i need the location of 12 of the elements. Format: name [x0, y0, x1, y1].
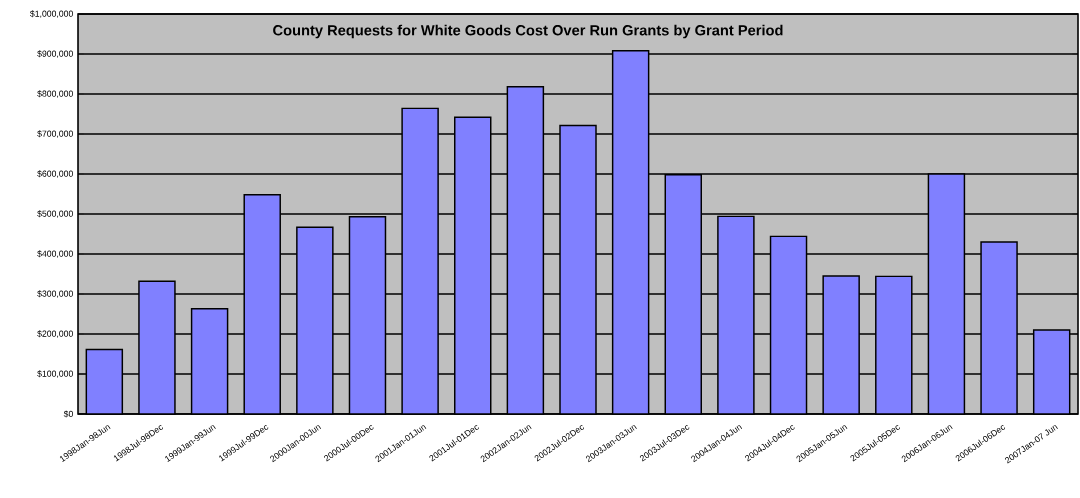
y-tick-label: $0 — [63, 410, 73, 418]
y-tick-label: $300,000 — [37, 290, 73, 298]
y-tick-label: $100,000 — [37, 370, 73, 378]
y-tick-label: $800,000 — [37, 90, 73, 98]
y-tick-label: $200,000 — [37, 330, 73, 338]
y-tick-label: $1,000,000 — [30, 10, 73, 18]
y-tick-label: $400,000 — [37, 250, 73, 258]
y-tick-label: $900,000 — [37, 50, 73, 58]
text: County Requests for White Goods Cost Over Run Grants by Grant Period — [273, 24, 783, 39]
y-tick-label: $700,000 — [37, 130, 73, 138]
y-tick-label: $500,000 — [37, 210, 73, 218]
y-tick-label: $600,000 — [37, 170, 73, 178]
